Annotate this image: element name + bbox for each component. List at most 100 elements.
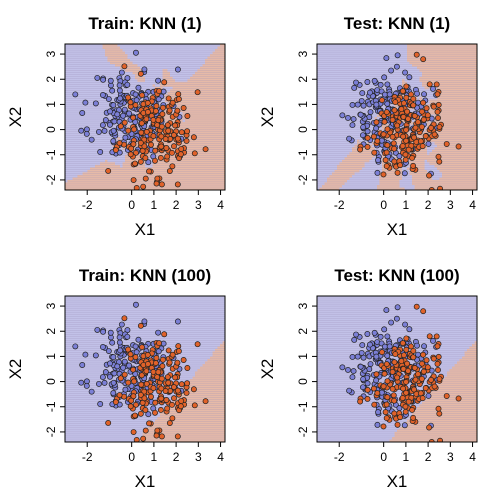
point-class-orange [105,420,112,426]
point-class-blue [354,353,361,360]
point-class-orange [374,138,381,145]
point-class-orange [389,368,396,375]
point-class-orange [169,401,175,408]
point-class-blue [350,116,357,123]
point-class-blue [373,377,380,384]
y-tick-label: 1 [296,353,310,360]
point-class-orange [153,103,160,109]
point-class-blue [367,109,374,116]
point-class-orange [434,108,441,115]
point-class-blue [414,90,420,97]
y-axis-label: X2 [6,359,25,380]
point-class-blue [383,307,390,314]
point-class-blue [118,321,125,328]
point-class-blue [100,76,107,83]
y-tick-label: -1 [296,401,310,412]
point-class-blue [117,347,124,354]
point-class-orange [156,88,162,95]
point-class-orange [146,420,152,427]
point-class-orange [411,386,418,393]
point-class-orange [158,433,165,440]
point-class-blue [110,102,117,109]
point-class-orange [154,374,161,381]
point-class-orange [391,410,398,417]
point-class-blue [82,99,89,106]
point-class-orange [158,395,165,402]
x-tick-label: 2 [173,198,180,212]
point-class-blue [114,363,121,370]
point-class-blue [406,326,413,333]
point-class-orange [131,126,138,133]
point-class-blue [102,117,109,124]
point-class-orange [455,395,462,402]
point-class-blue [97,149,104,155]
point-class-orange [426,172,432,179]
x-tick-label: 3 [447,450,454,464]
point-class-orange [143,380,150,387]
point-class-orange [420,368,427,375]
point-class-orange [401,100,407,107]
point-class-orange [409,407,416,413]
point-class-orange [383,109,390,116]
point-class-orange [418,375,425,382]
point-class-orange [183,137,190,144]
plot-frame [316,43,478,191]
point-class-blue [406,74,413,81]
point-class-orange [412,124,419,131]
point-class-blue [78,127,85,134]
point-class-orange [410,102,417,109]
point-class-blue [99,92,106,98]
x-tick-label: 4 [469,198,476,212]
point-class-orange [144,109,151,115]
point-class-blue [373,101,380,108]
x-tick-label: 0 [380,198,387,212]
point-class-orange [383,163,390,170]
point-class-orange [397,162,404,169]
point-class-orange [144,352,151,358]
point-class-blue [174,318,181,325]
point-class-blue [124,333,131,340]
point-class-orange [143,116,150,123]
x-tick-label: 3 [195,198,202,212]
point-class-blue [364,128,371,135]
y-tick-label: -2 [44,174,58,185]
point-class-orange [420,116,427,123]
point-class-blue [126,362,133,369]
point-class-blue [359,342,366,349]
point-class-orange [436,375,443,382]
point-class-blue [111,370,118,377]
point-class-orange [431,131,438,138]
x-tick-label: 2 [425,450,432,464]
point-class-orange [150,385,157,391]
x-axis-label: X1 [135,472,156,491]
point-class-orange [117,375,124,382]
point-class-orange [434,343,441,350]
point-class-blue [82,351,89,358]
point-class-orange [127,403,134,410]
point-class-orange [128,145,135,152]
point-class-orange [154,175,161,182]
point-class-orange [443,141,450,147]
point-class-orange [403,379,410,385]
point-class-blue [145,159,152,166]
point-class-orange [191,150,198,157]
point-class-blue [109,87,116,94]
x-axis: -2 0 1 2 3 4 [82,442,224,464]
point-class-blue [353,331,359,338]
point-class-orange [389,133,396,140]
point-class-blue [425,392,432,399]
point-class-orange [165,95,172,102]
point-class-orange [418,123,425,130]
point-class-orange [174,107,181,114]
point-class-orange [391,397,398,404]
point-class-orange [398,358,405,365]
point-class-orange [169,99,176,106]
point-class-orange [402,403,409,410]
x-tick-label: 3 [195,450,202,464]
point-class-orange [152,108,159,115]
point-class-blue [126,110,133,117]
point-class-orange [166,359,173,366]
point-class-orange [434,91,441,98]
point-class-orange [364,144,371,150]
point-class-blue [371,77,378,84]
